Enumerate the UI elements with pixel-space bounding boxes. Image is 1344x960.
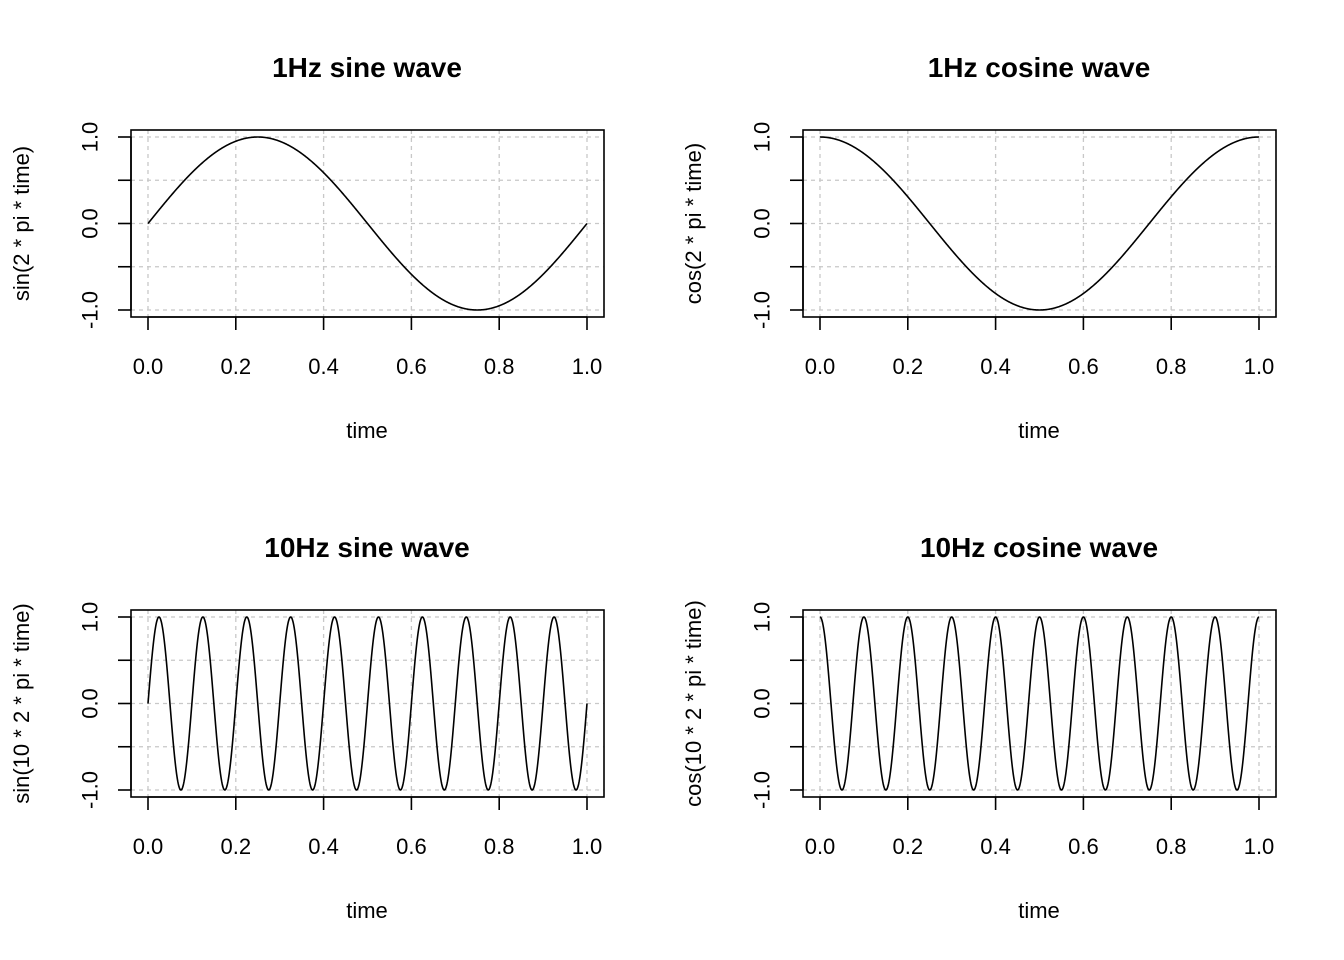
chart-title: 1Hz sine wave — [272, 52, 462, 83]
x-tick-label: 1.0 — [1244, 834, 1275, 859]
x-tick-label: 0.2 — [893, 834, 924, 859]
chart-title: 1Hz cosine wave — [928, 52, 1151, 83]
x-tick-label: 0.8 — [484, 354, 515, 379]
x-tick-label: 0.6 — [1068, 354, 1099, 379]
x-tick-label: 0.4 — [308, 834, 339, 859]
plot-area: 0.0 0.2 0.4 0.6 0.8 1.0 -1.0 0.0 1.0 — [750, 122, 1277, 379]
x-tick-label: 0.2 — [893, 354, 924, 379]
y-tick-label: 1.0 — [750, 602, 775, 633]
x-tick-label: 0.0 — [133, 834, 164, 859]
y-tick-label: 1.0 — [78, 602, 103, 633]
y-axis-label: cos(2 * pi * time) — [681, 143, 706, 304]
x-tick-label: 0.8 — [1156, 834, 1187, 859]
y-tick-label: -1.0 — [78, 771, 103, 809]
x-tick-label: 0.6 — [396, 834, 427, 859]
y-tick-label: 0.0 — [750, 688, 775, 719]
x-tick-label: 1.0 — [572, 834, 603, 859]
y-tick-label: -1.0 — [750, 771, 775, 809]
x-axis-label: time — [1018, 418, 1060, 443]
x-tick-label: 0.6 — [1068, 834, 1099, 859]
x-tick-label: 0.0 — [805, 834, 836, 859]
x-tick-label: 0.2 — [221, 354, 252, 379]
x-tick-label: 0.0 — [133, 354, 164, 379]
x-tick-label: 0.8 — [484, 834, 515, 859]
panel-cosine-10hz: 10Hz cosine wave time cos(10 * 2 * pi * … — [681, 532, 1277, 923]
y-tick-label: 0.0 — [750, 208, 775, 239]
y-axis-label: sin(2 * pi * time) — [9, 146, 34, 301]
panel-cosine-1hz: 1Hz cosine wave time cos(2 * pi * time) … — [681, 52, 1277, 443]
x-tick-label: 1.0 — [572, 354, 603, 379]
panel-sine-1hz: 1Hz sine wave time sin(2 * pi * time) 0.… — [9, 52, 605, 443]
x-tick-label: 0.0 — [805, 354, 836, 379]
series-line — [147, 616, 588, 791]
x-tick-label: 0.4 — [980, 834, 1011, 859]
plot-area: 0.0 0.2 0.4 0.6 0.8 1.0 -1.0 0.0 1.0 — [750, 602, 1277, 859]
chart-title: 10Hz cosine wave — [920, 532, 1158, 563]
y-tick-label: -1.0 — [750, 291, 775, 329]
panel-sine-10hz: 10Hz sine wave time sin(10 * 2 * pi * ti… — [9, 532, 605, 923]
y-axis-label: cos(10 * 2 * pi * time) — [681, 600, 706, 807]
y-tick-label: 0.0 — [78, 688, 103, 719]
y-tick-label: -1.0 — [78, 291, 103, 329]
x-tick-label: 0.8 — [1156, 354, 1187, 379]
x-axis-label: time — [1018, 898, 1060, 923]
x-tick-label: 0.4 — [308, 354, 339, 379]
x-tick-label: 0.6 — [396, 354, 427, 379]
series-line — [819, 136, 1260, 311]
y-tick-label: 1.0 — [78, 122, 103, 153]
plot-area: 0.0 0.2 0.4 0.6 0.8 1.0 -1.0 0.0 1.0 — [78, 122, 605, 379]
x-axis-label: time — [346, 418, 388, 443]
plot-area: 0.0 0.2 0.4 0.6 0.8 1.0 -1.0 0.0 1.0 — [78, 602, 605, 859]
series-line — [819, 616, 1260, 791]
y-tick-label: 0.0 — [78, 208, 103, 239]
y-tick-label: 1.0 — [750, 122, 775, 153]
series-line — [147, 136, 588, 311]
x-axis-label: time — [346, 898, 388, 923]
x-tick-label: 0.2 — [221, 834, 252, 859]
chart-title: 10Hz sine wave — [264, 532, 469, 563]
x-tick-label: 0.4 — [980, 354, 1011, 379]
y-axis-label: sin(10 * 2 * pi * time) — [9, 603, 34, 804]
x-tick-label: 1.0 — [1244, 354, 1275, 379]
